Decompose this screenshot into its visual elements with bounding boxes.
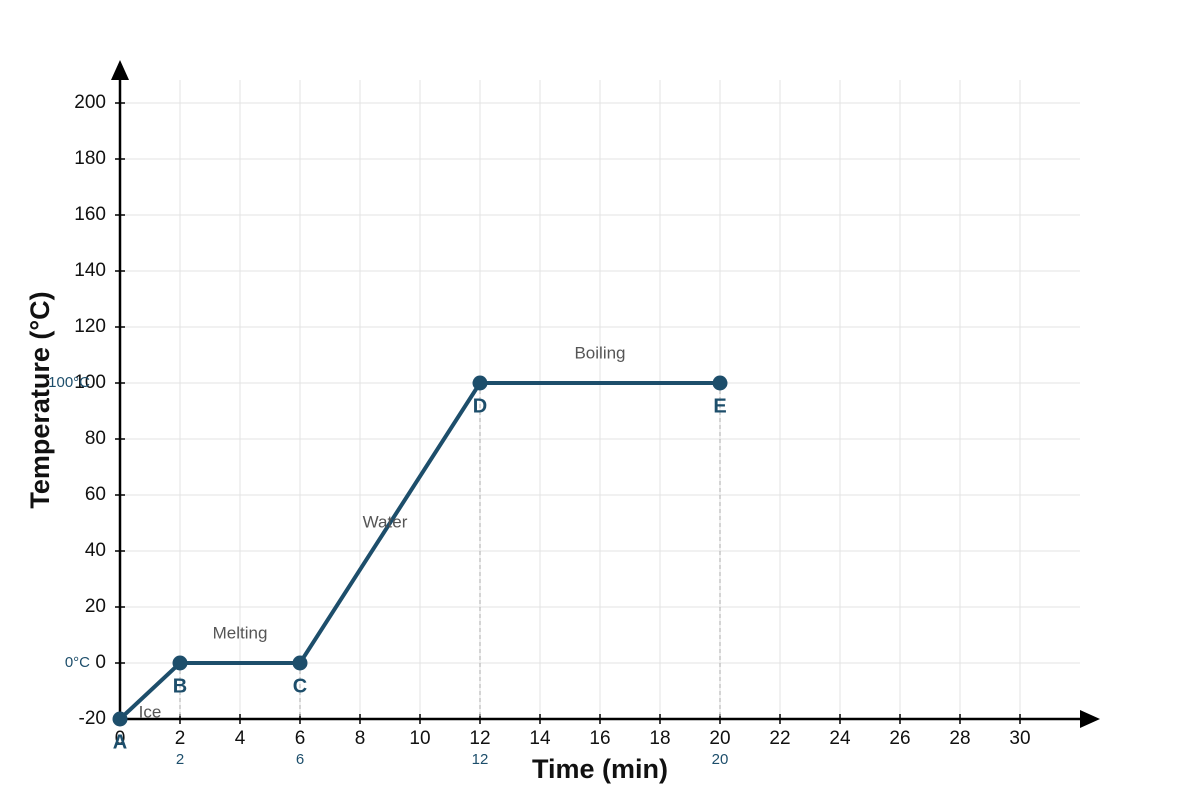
segment-label: Boiling [574,343,625,362]
x-marker-label: 6 [296,751,304,768]
point-label: E [713,395,726,417]
x-tick-label: 8 [355,728,366,749]
x-axis-title: Time (min) [532,754,668,784]
x-tick-label: 20 [709,728,730,749]
segment-label: Melting [213,623,268,642]
x-tick-label: 10 [409,728,430,749]
point-label: B [173,675,187,697]
x-tick-label: 18 [649,728,670,749]
x-tick-label: 26 [889,728,910,749]
point-label: C [293,675,307,697]
y-tick-label: 100 [74,372,106,393]
point [712,375,728,391]
x-tick-label: 14 [529,728,551,749]
y-tick-label: 20 [85,596,106,617]
x-tick-label: 6 [295,728,306,749]
x-tick-label: 4 [235,728,246,749]
point [112,711,128,727]
y-tick-label: 180 [74,148,106,169]
x-tick-label: 0 [115,728,126,749]
x-tick-label: 30 [1009,728,1030,749]
x-tick-label: 28 [949,728,970,749]
point [292,655,308,671]
x-tick-label: 22 [769,728,790,749]
x-marker-label: 2 [176,751,184,768]
x-tick-label: 12 [469,728,490,749]
y-tick-label: 140 [74,260,106,281]
reference-label: 100°C [48,374,90,391]
x-tick-label: 2 [175,728,186,749]
y-tick-label: -20 [79,708,106,729]
reference-label: 0°C [65,654,90,671]
y-tick-label: 0 [95,652,106,673]
point-label: A [113,731,127,753]
y-tick-label: 200 [74,92,106,113]
x-tick-label: 16 [589,728,610,749]
x-marker-label: 20 [712,751,729,768]
point [472,375,488,391]
x-axis-arrow [1080,710,1100,728]
y-tick-label: 160 [74,204,106,225]
x-marker-label: 12 [472,751,489,768]
point-label: D [473,395,487,417]
segment-label: Ice [139,702,162,721]
y-axis-arrow [111,60,129,80]
y-axis-title: Temperature (°C) [25,291,55,508]
y-tick-label: 40 [85,540,106,561]
segment-label: Water [363,512,408,531]
x-tick-label: 24 [829,728,851,749]
y-tick-label: 120 [74,316,106,337]
y-tick-label: 60 [85,484,106,505]
point [172,655,188,671]
y-tick-label: 80 [85,428,106,449]
